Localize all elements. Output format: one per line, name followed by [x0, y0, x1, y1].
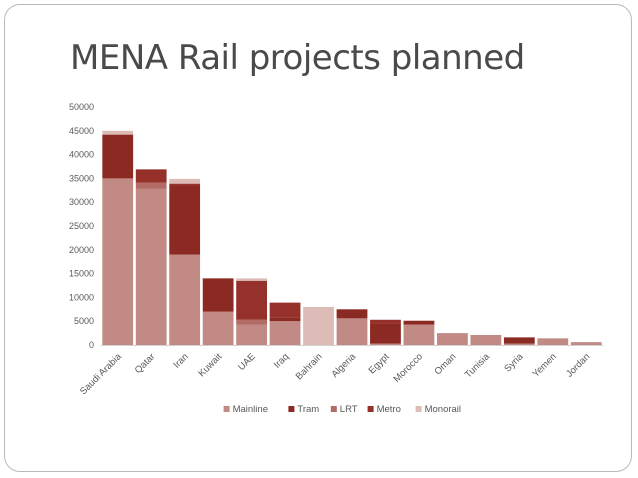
bar-qatar-mainline — [135, 188, 167, 345]
y-tick-label: 50000 — [69, 102, 94, 112]
bar-uae-monorail — [236, 278, 267, 281]
slide-title: MENA Rail projects planned — [70, 38, 525, 78]
bar-saudi-arabia-mainline — [102, 178, 134, 345]
legend-item-tram: Tram — [288, 404, 319, 415]
legend-label: Tram — [297, 404, 319, 415]
bar-uae-mainline — [236, 324, 267, 345]
bar-morocco-mainline — [403, 324, 435, 345]
bar-iran-mainline — [169, 254, 201, 345]
bar-yemen-mainline — [537, 338, 569, 345]
bar-kuwait-tram — [202, 278, 234, 312]
legend-label: Monorail — [425, 404, 461, 415]
x-tick-label: Saudi Arabia — [78, 351, 124, 397]
bar-egypt-tram — [370, 323, 401, 344]
legend-swatch — [415, 406, 422, 412]
bar-egypt-mainline — [370, 343, 401, 345]
bar-uae-lrt — [236, 319, 267, 325]
legend-swatch — [223, 406, 230, 412]
legend-swatch — [367, 406, 374, 412]
bar-iraq-tram — [269, 317, 301, 322]
y-tick-label: 25000 — [69, 221, 94, 231]
x-tick-label: Bahrain — [294, 351, 325, 382]
x-tick-label: Morocco — [392, 351, 426, 385]
y-tick-label: 45000 — [69, 126, 94, 136]
y-tick-label: 5000 — [74, 316, 94, 326]
y-tick-label: 10000 — [69, 292, 94, 302]
bar-tunisia-mainline — [470, 335, 502, 345]
bar-iraq-metro — [269, 302, 301, 318]
legend-item-metro: Metro — [367, 404, 401, 415]
x-tick-label: UAE — [236, 351, 258, 373]
bar-qatar-metro — [135, 169, 167, 183]
bar-egypt-metro — [370, 319, 401, 324]
legend-label: LRT — [340, 404, 358, 415]
bar-oman-mainline — [437, 333, 468, 345]
bar-uae-metro — [236, 280, 267, 320]
bar-syria-tram — [503, 337, 535, 344]
x-tick-label: Syria — [502, 351, 526, 375]
bar-saudi-arabia-tram — [102, 134, 134, 179]
bar-iran-metro — [169, 183, 201, 186]
legend-item-lrt: LRT — [330, 404, 358, 415]
x-tick-label: Algeria — [329, 351, 358, 380]
y-tick-label: 20000 — [69, 245, 94, 255]
y-tick-label: 40000 — [69, 150, 94, 160]
bar-iraq-mainline — [269, 321, 301, 345]
legend-label: Metro — [377, 404, 401, 415]
x-tick-label: Oman — [432, 351, 458, 377]
bar-algeria-tram — [336, 309, 368, 319]
legend-item-mainline: Mainline — [223, 404, 268, 415]
legend-item-monorail: Monorail — [415, 404, 461, 415]
bar-algeria-mainline — [336, 318, 368, 345]
y-tick-label: 15000 — [69, 269, 94, 279]
x-tick-label: Qatar — [133, 351, 158, 376]
x-tick-label: Kuwait — [196, 351, 224, 379]
x-tick-label: Egypt — [367, 351, 392, 376]
bar-bahrain-monorail — [303, 306, 334, 345]
legend-label: Mainline — [233, 404, 268, 415]
x-tick-label: Iran — [171, 351, 190, 370]
y-tick-label: 30000 — [69, 197, 94, 207]
bar-syria-mainline — [503, 343, 535, 345]
bar-qatar-lrt — [135, 182, 167, 189]
legend-swatch — [330, 406, 337, 412]
bar-morocco-tram — [403, 320, 435, 325]
legend-swatch — [288, 406, 295, 412]
bar-kuwait-mainline — [202, 311, 234, 345]
x-tick-label: Tunisia — [463, 351, 493, 381]
bar-jordan-mainline — [570, 342, 602, 345]
y-tick-label: 0 — [89, 340, 94, 350]
bar-iran-tram — [169, 185, 201, 255]
x-tick-label: Yemen — [530, 351, 558, 379]
x-tick-label: Jordan — [564, 351, 592, 379]
bar-iran-monorail — [169, 178, 201, 184]
bar-saudi-arabia-monorail — [102, 130, 134, 135]
x-tick-label: Iraq — [272, 351, 291, 370]
y-tick-label: 35000 — [69, 173, 94, 183]
